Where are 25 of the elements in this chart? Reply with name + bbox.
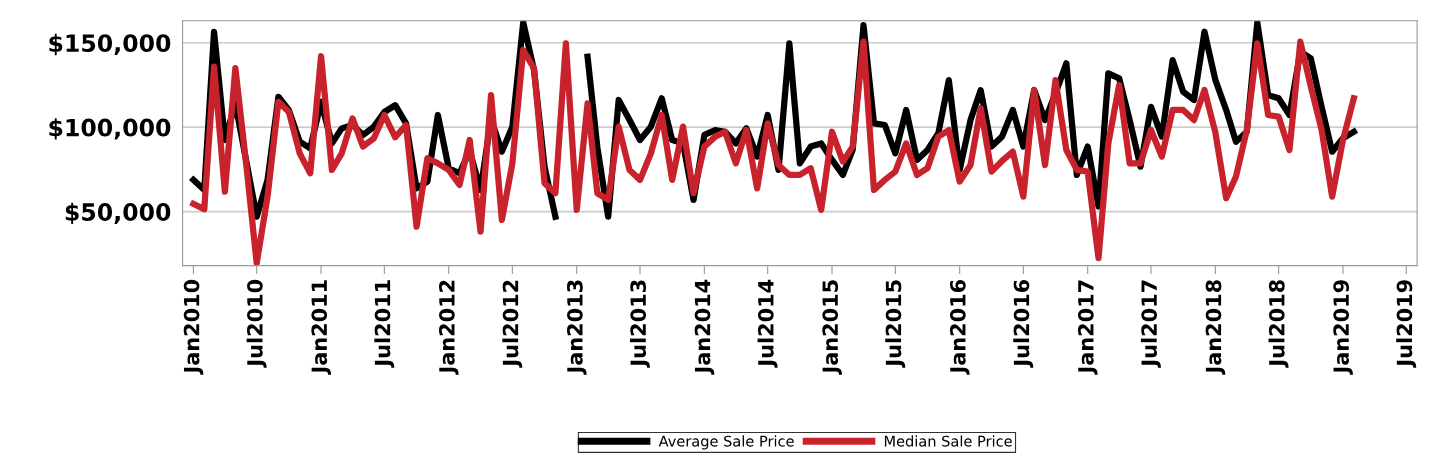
x-tick-label: Jan2013: [567, 280, 587, 375]
x-tick-label: Jan2010: [183, 279, 204, 375]
x-tick-label: Jan2016: [949, 279, 970, 375]
x-tick-label: Jul2019: [1396, 280, 1417, 368]
y-tick-label: $150,000: [49, 33, 171, 56]
x-tick-label: Jan2014: [694, 279, 715, 375]
x-tick-label: Jul2015: [885, 280, 906, 368]
x-tick-label: Jan2019: [1333, 280, 1353, 375]
legend-label: Average Sale Price: [658, 435, 794, 450]
y-tick-label: $50,000: [65, 202, 171, 225]
x-tick-label: Jul2013: [629, 280, 650, 368]
x-tick-label: Jul2011: [374, 280, 395, 368]
legend-label: Median Sale Price: [884, 435, 1012, 447]
x-tick-label: Jan2017: [1077, 280, 1098, 375]
x-tick-label: Jul2018: [1268, 280, 1289, 368]
x-tick-label: Jan2012: [439, 280, 459, 375]
x-tick-label: Jul2016: [1013, 279, 1034, 368]
x-tick-label: Jul2012: [502, 280, 523, 368]
x-tick-label: Jul2010: [246, 279, 267, 368]
x-tick-label: Jul2014: [757, 279, 778, 368]
x-tick-label: Jan2018: [1205, 280, 1226, 375]
x-tick-label: Jan2011: [311, 280, 331, 375]
x-tick-label: Jan2015: [822, 280, 842, 375]
x-tick-label: Jul2017: [1140, 280, 1161, 368]
y-tick-label: $100,000: [49, 118, 171, 140]
